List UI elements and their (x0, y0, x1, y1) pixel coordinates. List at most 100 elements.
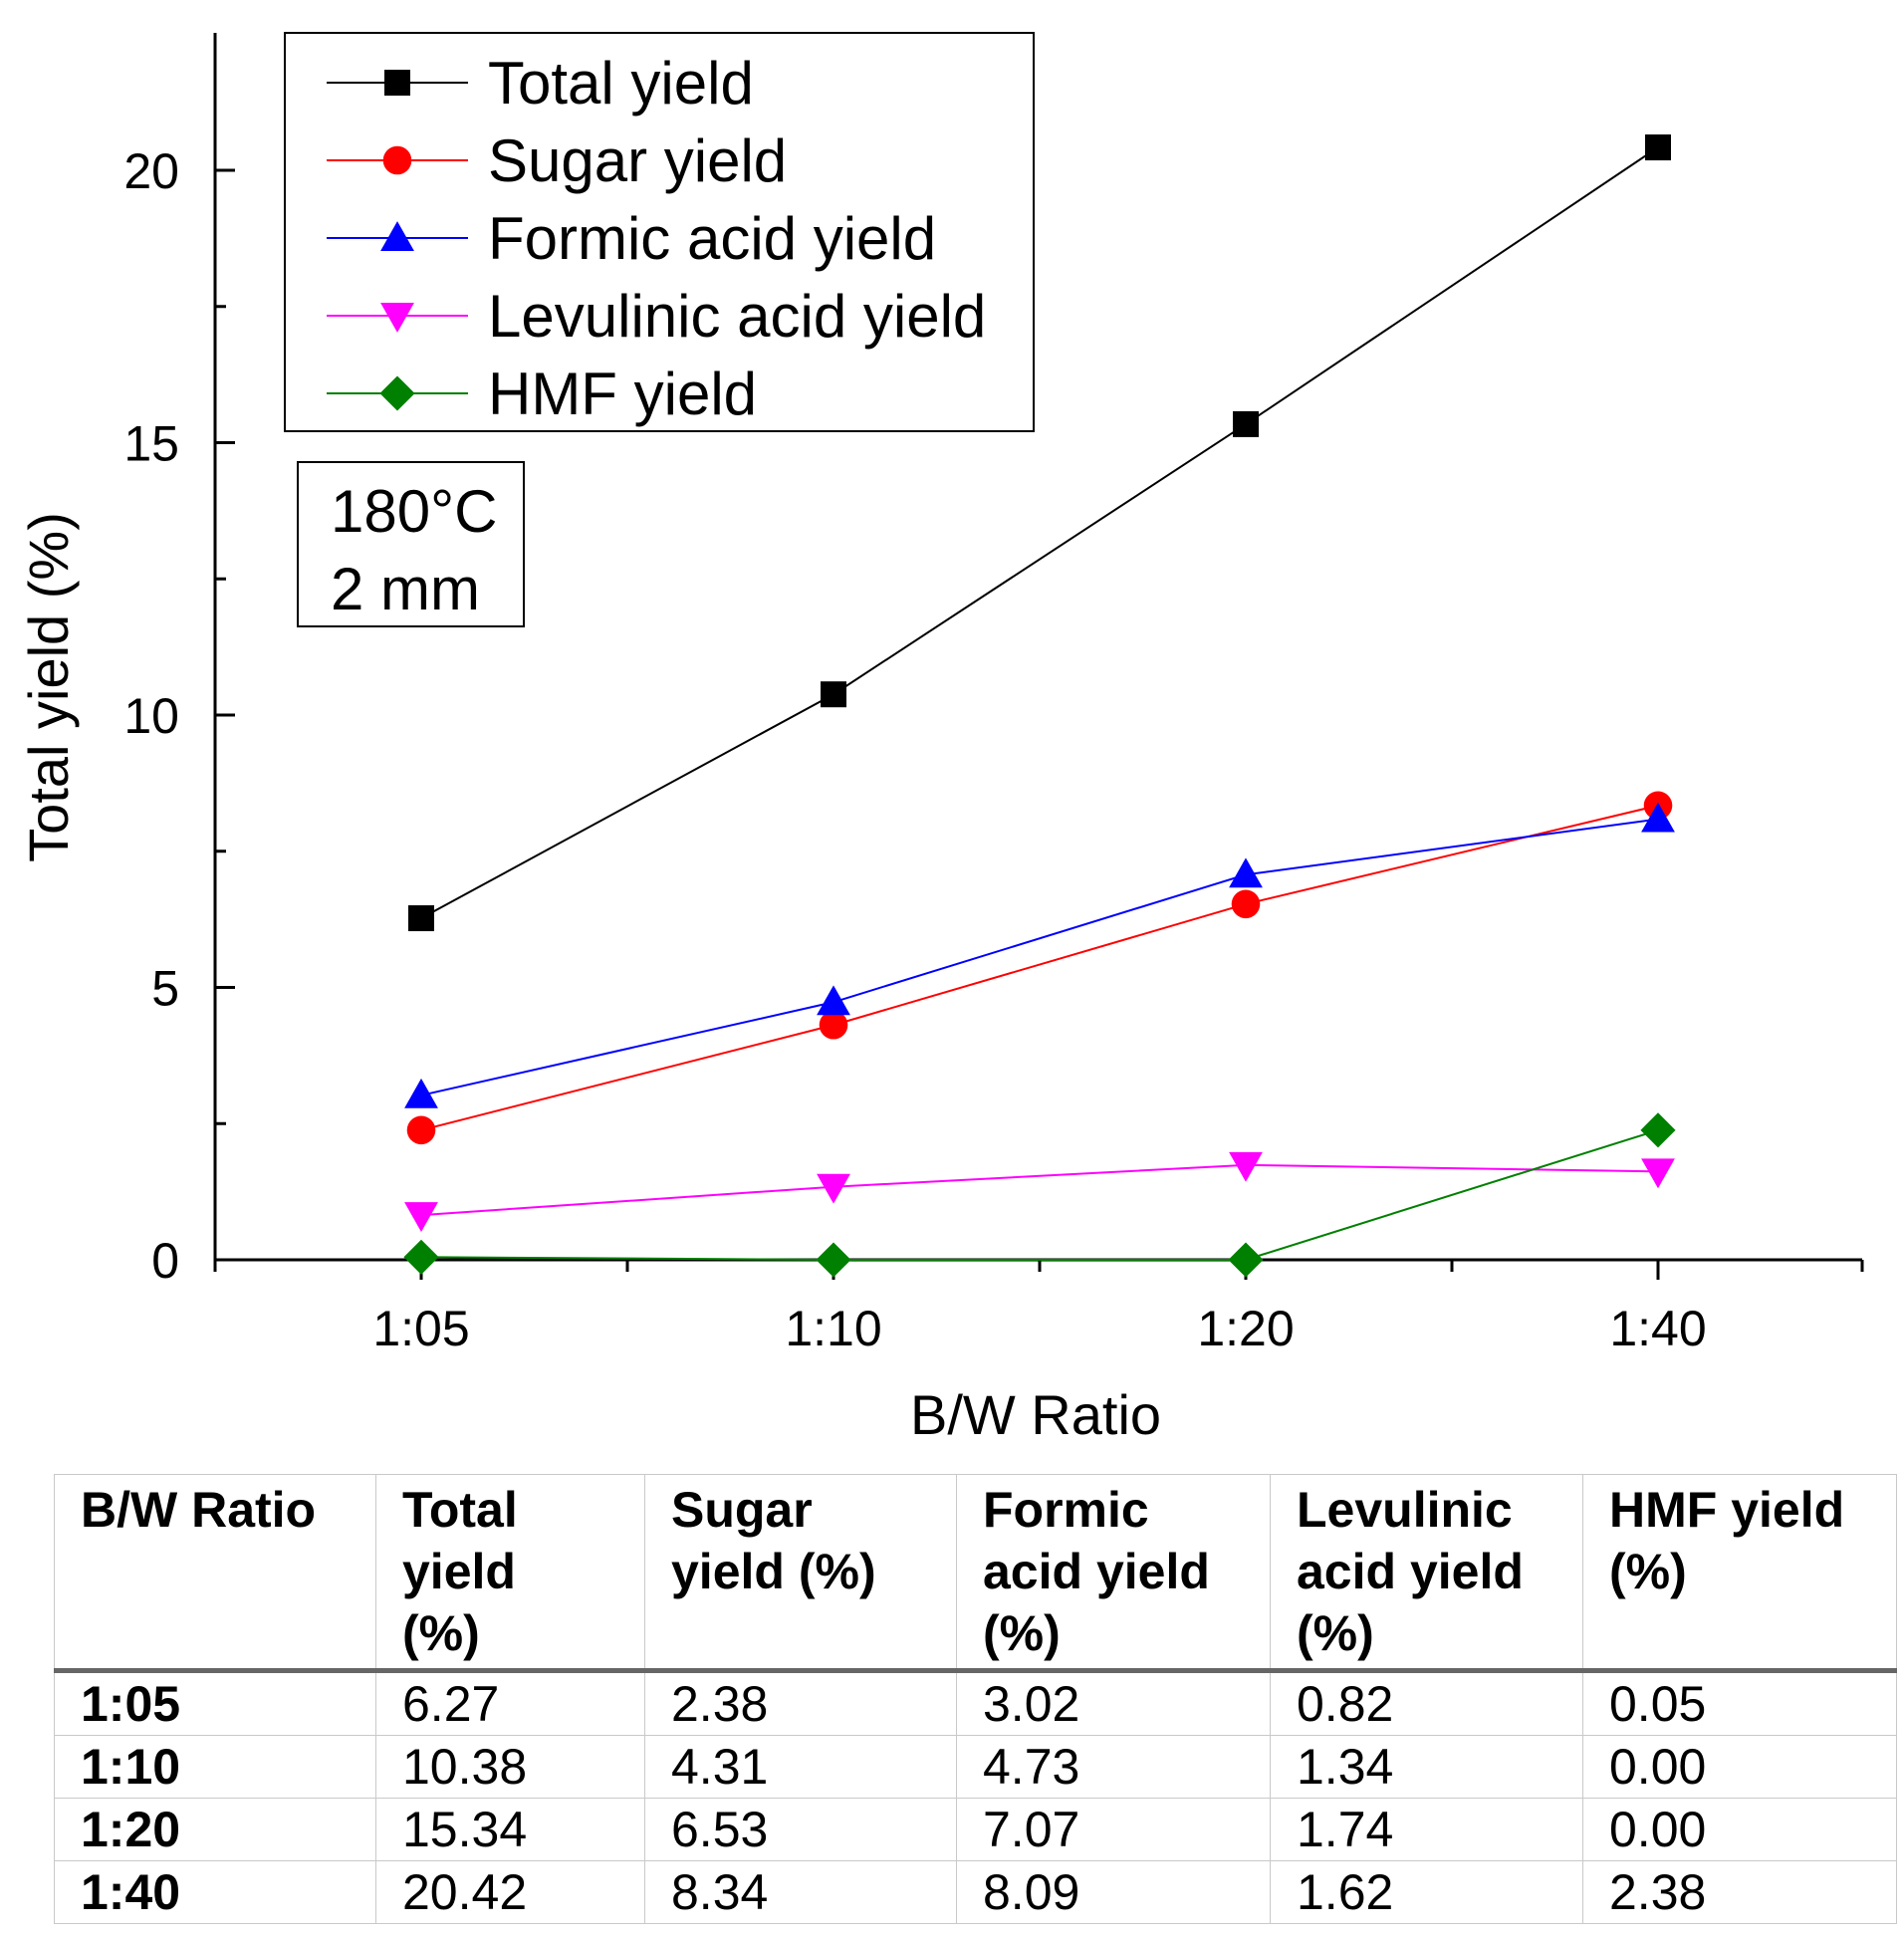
annotation-box: 180°C 2 mm (297, 461, 525, 627)
table-row: 1:10 10.38 4.31 4.73 1.34 0.00 (54, 1735, 1897, 1799)
data-point (408, 905, 434, 932)
data-point (817, 985, 850, 1016)
data-point (817, 1173, 850, 1204)
table-body: 1:05 6.27 2.38 3.02 0.82 0.05 1:10 10.38 4.31 4.7… (54, 1670, 1897, 1924)
data-point (403, 1239, 439, 1275)
column-header: Formic acid yield (%) (956, 1474, 1271, 1673)
column-header-line: Sugar (671, 1482, 813, 1538)
legend-item: HMF yield (327, 361, 757, 427)
x-tick-label: 1:40 (1609, 1301, 1706, 1356)
table-cell: 3.02 (956, 1670, 1271, 1736)
column-header-line: HMF yield (1609, 1482, 1845, 1538)
data-point (1641, 1158, 1675, 1189)
column-header-line: (%) (983, 1605, 1061, 1661)
table-cell: 0.00 (1582, 1735, 1897, 1799)
table-cell: 1.62 (1270, 1860, 1583, 1924)
row-header-cell: 1:40 (54, 1860, 376, 1924)
data-point (1641, 802, 1675, 833)
series-sugar-yield (406, 791, 1673, 1145)
table-cell: 0.05 (1582, 1670, 1897, 1736)
data-point (1231, 889, 1261, 919)
legend: Total yield Sugar yield Formic acid yield L… (284, 32, 1035, 432)
table-header-row: B/W Ratio Total yield (%) Sugar yield (%) Form… (54, 1474, 1897, 1673)
column-header: B/W Ratio (54, 1474, 376, 1673)
column-header-line: yield (402, 1544, 516, 1599)
y-tick-label: 15 (123, 416, 179, 472)
series-line (420, 1128, 1659, 1261)
legend-item: Total yield (327, 50, 754, 117)
series-line (420, 804, 1659, 1131)
series-line (420, 146, 1659, 919)
y-tick-label: 5 (151, 961, 179, 1017)
data-point (819, 1010, 848, 1040)
legend-label: Sugar yield (488, 127, 787, 194)
legend-label: Formic acid yield (488, 205, 936, 272)
table-cell: 0.82 (1270, 1670, 1583, 1736)
series-layer (403, 134, 1676, 1278)
legend-item: Formic acid yield (327, 205, 936, 272)
column-header-line: Levulinic (1297, 1482, 1513, 1538)
column-header-line: Formic (983, 1482, 1149, 1538)
data-point (406, 1115, 436, 1145)
legend-label: Total yield (488, 50, 754, 117)
column-header: Total yield (%) (375, 1474, 645, 1673)
table-cell: 1.74 (1270, 1798, 1583, 1861)
table-cell: 7.07 (956, 1798, 1271, 1861)
column-header-line: acid yield (1297, 1544, 1524, 1599)
data-point (404, 1078, 438, 1108)
series-total-yield (408, 134, 1671, 932)
row-header-cell: 1:10 (54, 1735, 376, 1799)
y-tick-label: 20 (123, 143, 179, 199)
table-cell: 2.38 (644, 1670, 957, 1736)
data-point (404, 1202, 438, 1233)
x-axis-label: B/W Ratio (910, 1383, 1161, 1446)
column-header: Levulinic acid yield (%) (1270, 1474, 1583, 1673)
table-cell: 4.31 (644, 1735, 957, 1799)
series-formic-acid-yield (404, 802, 1675, 1108)
column-header-line: B/W Ratio (81, 1482, 317, 1538)
data-point (816, 1242, 851, 1278)
data-point (821, 681, 846, 708)
data-point (384, 70, 410, 96)
table-cell: 4.73 (956, 1735, 1271, 1799)
series-levulinic-acid-yield (404, 1151, 1675, 1233)
table-cell: 8.09 (956, 1860, 1271, 1924)
legend-item: Sugar yield (327, 127, 787, 194)
column-header-line: Total (402, 1482, 518, 1538)
table-row: 1:20 15.34 6.53 7.07 1.74 0.00 (54, 1798, 1897, 1861)
table-cell: 2.38 (1582, 1860, 1897, 1924)
column-header: HMF yield (%) (1582, 1474, 1897, 1673)
table-cell: 8.34 (644, 1860, 957, 1924)
table-row: 1:40 20.42 8.34 8.09 1.62 2.38 (54, 1860, 1897, 1924)
y-tick-label: 10 (123, 688, 179, 744)
column-header-line: acid yield (983, 1544, 1210, 1599)
legend-item: Levulinic acid yield (327, 283, 986, 350)
legend-label: HMF yield (488, 361, 757, 427)
data-point (379, 375, 415, 411)
series-line (420, 818, 1659, 1096)
table-cell: 15.34 (375, 1798, 645, 1861)
line-chart: 0 5 10 15 20 1:05 1:10 1:20 1:40 Total yield Suga… (17, 32, 1864, 1446)
table-cell: 6.27 (375, 1670, 645, 1736)
data-point (1229, 1151, 1263, 1182)
row-header-cell: 1:20 (54, 1798, 376, 1861)
data-point (1229, 857, 1263, 888)
table-cell: 10.38 (375, 1735, 645, 1799)
table-cell: 0.00 (1582, 1798, 1897, 1861)
table-cell: 1.34 (1270, 1735, 1583, 1799)
annotation-frame (297, 461, 525, 627)
column-header-line: (%) (1297, 1605, 1374, 1661)
legend-label: Levulinic acid yield (488, 283, 986, 350)
y-tick-label: 0 (151, 1233, 179, 1289)
data-point (1228, 1242, 1264, 1278)
data-point (382, 145, 412, 175)
column-header-line: (%) (1609, 1544, 1687, 1599)
table-cell: 6.53 (644, 1798, 957, 1861)
y-axis-label: Total yield (%) (17, 512, 80, 862)
column-header: Sugar yield (%) (644, 1474, 957, 1673)
x-tick-label: 1:20 (1197, 1301, 1294, 1356)
table-row: 1:05 6.27 2.38 3.02 0.82 0.05 (54, 1670, 1897, 1736)
data-point (380, 221, 414, 251)
legend-box (284, 32, 1035, 432)
series-hmf-yield (403, 1112, 1676, 1278)
